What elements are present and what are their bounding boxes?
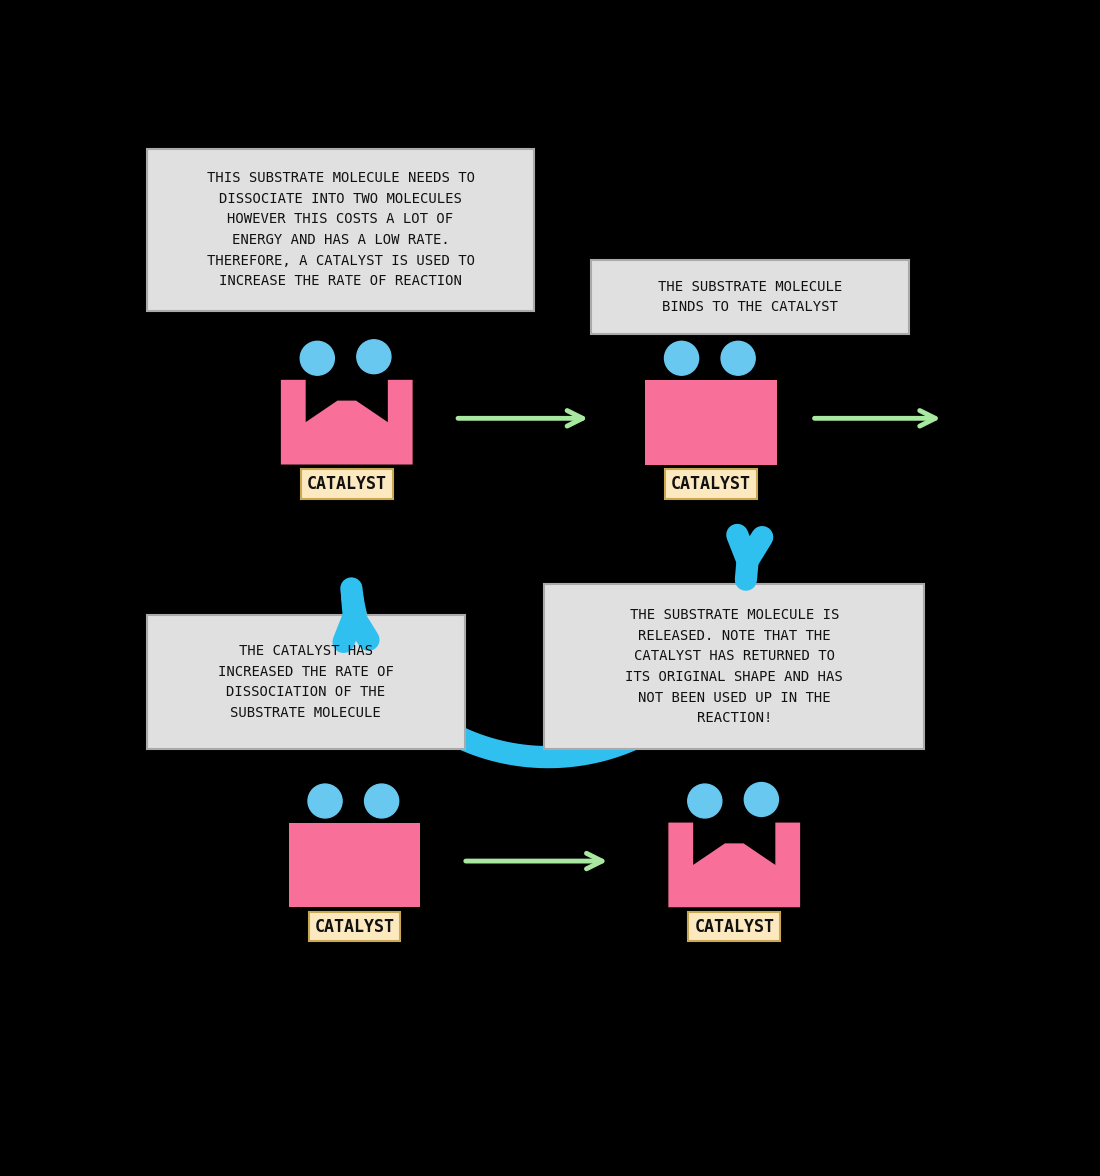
Polygon shape	[280, 380, 412, 465]
Text: THE SUBSTRATE MOLECULE
BINDS TO THE CATALYST: THE SUBSTRATE MOLECULE BINDS TO THE CATA…	[658, 280, 842, 314]
FancyBboxPatch shape	[591, 260, 909, 334]
Text: THE SUBSTRATE MOLECULE IS
RELEASED. NOTE THAT THE
CATALYST HAS RETURNED TO
ITS O: THE SUBSTRATE MOLECULE IS RELEASED. NOTE…	[626, 608, 843, 726]
Polygon shape	[669, 822, 800, 907]
FancyBboxPatch shape	[146, 149, 535, 310]
Circle shape	[745, 782, 779, 816]
Text: CATALYST: CATALYST	[315, 917, 395, 936]
Text: THE CATALYST HAS
INCREASED THE RATE OF
DISSOCIATION OF THE
SUBSTRATE MOLECULE: THE CATALYST HAS INCREASED THE RATE OF D…	[218, 644, 394, 720]
Polygon shape	[288, 822, 420, 907]
Text: CATALYST: CATALYST	[671, 475, 751, 493]
Text: CATALYST: CATALYST	[694, 917, 774, 936]
Circle shape	[300, 341, 334, 375]
Circle shape	[664, 341, 698, 375]
FancyBboxPatch shape	[146, 615, 464, 749]
Circle shape	[364, 784, 398, 818]
Circle shape	[722, 341, 756, 375]
Circle shape	[356, 340, 390, 374]
Text: CATALYST: CATALYST	[307, 475, 387, 493]
FancyBboxPatch shape	[544, 583, 924, 749]
Circle shape	[688, 784, 722, 818]
Polygon shape	[645, 380, 777, 465]
Text: THIS SUBSTRATE MOLECULE NEEDS TO
DISSOCIATE INTO TWO MOLECULES
HOWEVER THIS COST: THIS SUBSTRATE MOLECULE NEEDS TO DISSOCI…	[207, 172, 474, 288]
Circle shape	[308, 784, 342, 818]
